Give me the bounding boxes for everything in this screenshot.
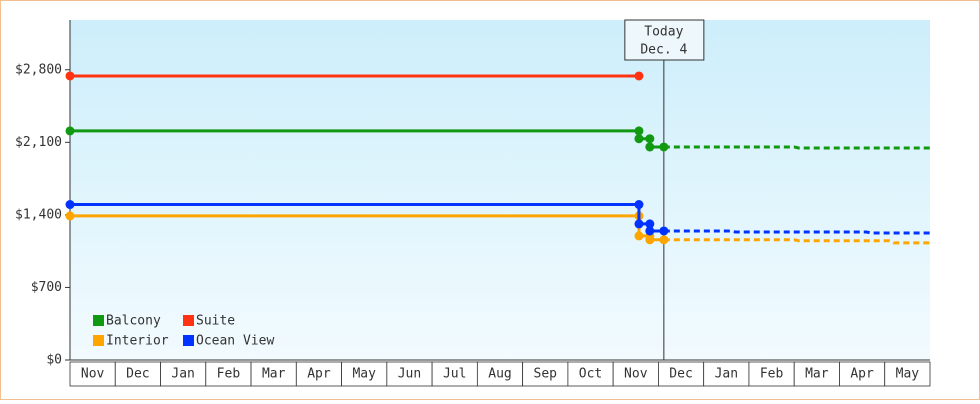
today-label: Today xyxy=(644,25,683,40)
x-tick-label: May xyxy=(896,367,920,382)
x-cell xyxy=(114,361,161,387)
y-tick-label: $1,400 xyxy=(15,207,62,222)
today-date: Dec. 4 xyxy=(640,43,687,58)
legend-swatch xyxy=(93,335,104,346)
x-cell xyxy=(567,361,614,387)
x-cell xyxy=(386,361,433,387)
x-tick-label: Jan xyxy=(715,367,738,382)
legend-swatch xyxy=(183,335,194,346)
point xyxy=(65,126,75,136)
point xyxy=(645,219,655,229)
forecast-line xyxy=(663,229,930,235)
x-cell xyxy=(839,361,886,387)
today-box xyxy=(624,19,705,61)
point xyxy=(634,200,644,210)
legend-swatch xyxy=(183,315,194,326)
point xyxy=(659,235,669,245)
y-tick-label: $0 xyxy=(46,353,62,368)
legend-label: Interior xyxy=(106,334,169,349)
point xyxy=(659,226,669,236)
y-tick-label: $2,100 xyxy=(15,135,62,150)
point xyxy=(65,71,75,81)
x-tick-label: Sep xyxy=(534,367,558,382)
legend-swatch xyxy=(93,315,104,326)
x-tick-label: Jun xyxy=(398,367,421,382)
point xyxy=(634,71,644,81)
point xyxy=(634,134,644,144)
point xyxy=(65,211,75,221)
point xyxy=(645,226,655,236)
point xyxy=(645,235,655,245)
x-tick-label: Nov xyxy=(81,367,105,382)
plot-area xyxy=(70,20,930,360)
legend-label: Ocean View xyxy=(196,334,274,349)
x-tick-label: Dec xyxy=(126,367,149,382)
x-cell xyxy=(476,361,524,387)
x-cell xyxy=(884,361,931,387)
x-tick-label: Jan xyxy=(171,367,194,382)
x-cell xyxy=(703,361,750,387)
x-cell xyxy=(612,361,659,387)
x-cell xyxy=(250,361,297,387)
point xyxy=(65,200,75,210)
x-tick-label: Feb xyxy=(760,367,784,382)
x-cell xyxy=(160,361,207,387)
point xyxy=(659,142,669,152)
x-cell xyxy=(69,361,116,387)
forecast-line xyxy=(663,238,930,245)
y-tick-label: $700 xyxy=(31,280,62,295)
y-tick-label: $2,800 xyxy=(15,62,62,77)
point xyxy=(634,126,644,136)
x-tick-label: Mar xyxy=(805,367,829,382)
x-tick-label: Mar xyxy=(262,367,286,382)
legend-label: Suite xyxy=(196,314,235,329)
point xyxy=(634,231,644,241)
x-tick-label: Apr xyxy=(850,367,874,382)
x-tick-label: Nov xyxy=(624,367,648,382)
x-cell xyxy=(205,361,252,387)
point xyxy=(645,134,655,144)
x-tick-label: Apr xyxy=(307,367,331,382)
point xyxy=(645,142,655,152)
point xyxy=(634,219,644,229)
forecast-line xyxy=(663,145,930,150)
x-cell xyxy=(748,361,795,387)
x-tick-label: Feb xyxy=(217,367,241,382)
legend-label: Balcony xyxy=(106,314,161,329)
x-tick-label: Jul xyxy=(443,367,466,382)
x-tick-label: Dec xyxy=(669,367,692,382)
x-tick-label: May xyxy=(352,367,376,382)
x-tick-label: Oct xyxy=(579,367,602,382)
x-tick-label: Aug xyxy=(488,367,511,382)
